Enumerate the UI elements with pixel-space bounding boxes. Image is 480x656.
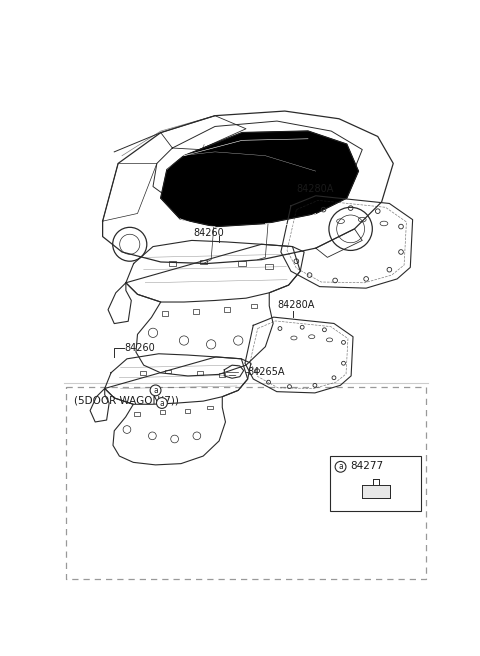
Text: 84280A: 84280A xyxy=(277,300,314,310)
Bar xyxy=(159,410,165,414)
Bar xyxy=(207,405,213,409)
Text: 84280A: 84280A xyxy=(296,184,334,194)
Bar xyxy=(185,409,191,413)
Polygon shape xyxy=(161,131,359,226)
Text: a: a xyxy=(338,462,343,471)
Text: a: a xyxy=(159,398,164,407)
Circle shape xyxy=(335,461,346,472)
Circle shape xyxy=(150,385,161,396)
Bar xyxy=(162,311,168,316)
Bar xyxy=(251,304,257,308)
Bar xyxy=(265,264,273,269)
Text: a: a xyxy=(153,386,158,395)
Bar xyxy=(140,371,146,375)
Bar xyxy=(134,412,140,416)
Bar xyxy=(165,369,171,373)
Bar xyxy=(192,309,199,314)
Text: (5DOOR WAGON(7)): (5DOOR WAGON(7)) xyxy=(74,396,179,405)
Text: 84260: 84260 xyxy=(124,343,155,353)
Bar xyxy=(168,261,176,266)
Bar xyxy=(219,373,226,377)
Circle shape xyxy=(156,398,168,409)
Text: 84277: 84277 xyxy=(350,461,383,471)
Text: 84265A: 84265A xyxy=(248,367,285,377)
Bar xyxy=(200,260,207,264)
Bar xyxy=(238,261,246,266)
Bar xyxy=(224,308,230,312)
Text: 84260: 84260 xyxy=(193,228,224,237)
Polygon shape xyxy=(362,485,390,498)
Bar xyxy=(197,371,203,375)
